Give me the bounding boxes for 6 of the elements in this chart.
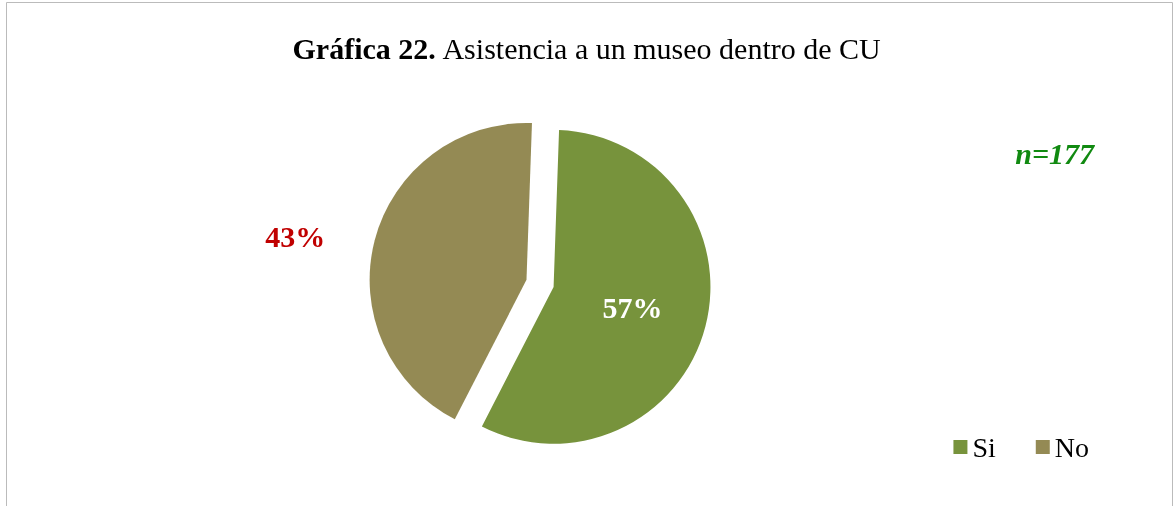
- chart-title: Gráfica 22. Asistencia a un museo dentro de CU: [292, 31, 882, 65]
- legend-label: Si: [972, 431, 996, 463]
- data-label: 43%: [265, 220, 326, 254]
- text: n=177: [1015, 136, 1095, 170]
- data-label: 57%: [602, 290, 663, 324]
- legend-label: No: [1054, 431, 1090, 463]
